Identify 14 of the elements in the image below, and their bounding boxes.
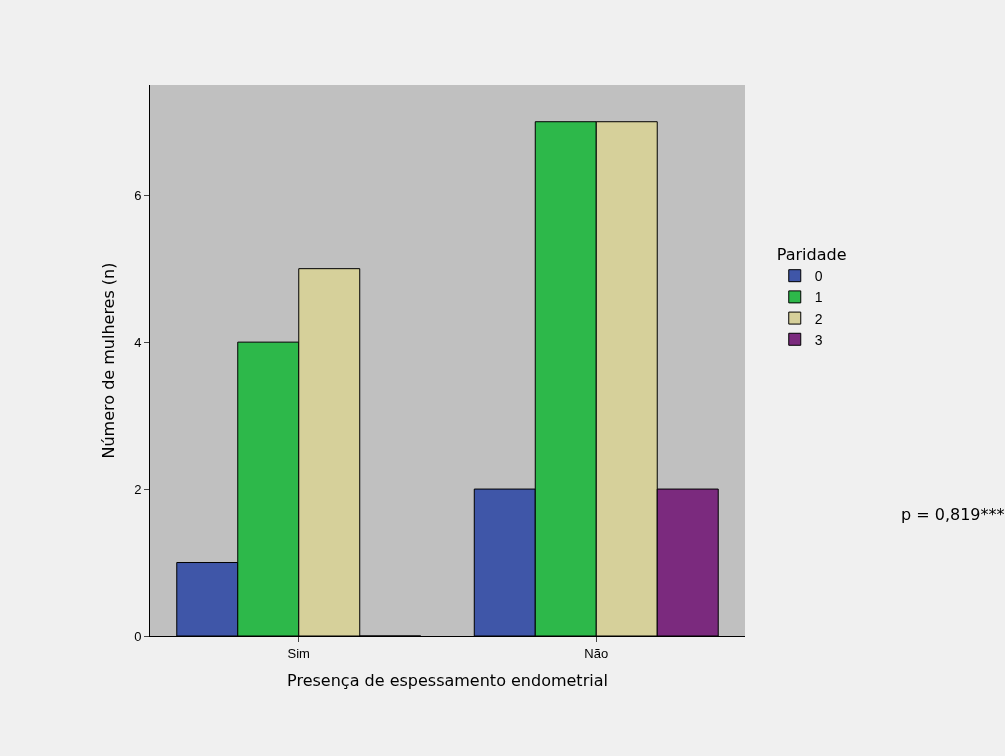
y-tick-label: 4 (134, 334, 142, 350)
y-tick-label: 6 (134, 187, 142, 203)
legend-title: Paridade (776, 245, 847, 265)
x-tick-label: Sim (287, 645, 310, 661)
legend-label: 2 (814, 310, 823, 327)
x-tick-label: Não (584, 645, 609, 661)
text: p = 0,819*** (901, 505, 1005, 524)
legend-label: 0 (814, 268, 823, 285)
y-tick-label: 0 (134, 628, 142, 644)
y-axis-title: Número de mulheres (n) (99, 262, 119, 459)
legend-label: 3 (814, 331, 823, 348)
x-axis-title: Presença de espessamento endometrial (287, 671, 608, 691)
legend-label: 1 (814, 289, 823, 306)
y-tick-label: 2 (134, 481, 142, 497)
